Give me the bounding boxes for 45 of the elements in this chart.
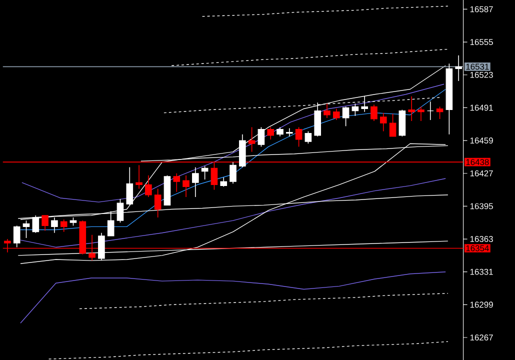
candlestick <box>13 225 20 248</box>
y-tick-label: 16427 <box>470 170 493 176</box>
candlestick <box>324 103 330 118</box>
candlestick <box>220 177 228 188</box>
candlestick <box>173 172 180 192</box>
y-tick-label: 16523 <box>470 72 493 78</box>
candlestick <box>145 174 152 198</box>
candlestick <box>276 126 284 137</box>
ref-line-label: 16438 <box>466 159 489 166</box>
candlestick <box>389 113 396 137</box>
candlestick <box>201 166 208 180</box>
candlestick <box>126 166 134 206</box>
candlestick <box>136 164 142 190</box>
candlestick <box>192 166 199 198</box>
y-tick-label: 16299 <box>470 302 493 308</box>
candlestick <box>182 174 190 198</box>
candlestick <box>258 126 265 148</box>
candlestick <box>418 106 424 122</box>
candlestick <box>380 112 387 132</box>
candlestick <box>436 106 444 120</box>
candlestick <box>352 103 359 116</box>
candlestick <box>304 130 312 144</box>
candlestick <box>342 106 350 127</box>
ref-line-label: 16531 <box>466 64 489 70</box>
y-tick-label: 16363 <box>470 236 493 242</box>
candlestick <box>295 126 302 148</box>
y-tick-label: 16555 <box>470 39 493 46</box>
y-tick-label: 16267 <box>470 334 493 340</box>
y-tick-label: 16331 <box>470 268 493 275</box>
candlestick <box>42 214 48 232</box>
y-tick-label: 16395 <box>470 203 493 210</box>
candlestick <box>248 126 256 152</box>
candlestick <box>286 128 293 137</box>
y-tick-label: 16491 <box>470 104 493 111</box>
candlestick <box>408 96 415 122</box>
candlestick <box>154 188 162 218</box>
y-tick-label: 16587 <box>470 6 493 12</box>
candlestick <box>370 104 378 122</box>
y-tick-label: 16459 <box>470 138 493 144</box>
candlestick <box>230 162 236 184</box>
candlestick <box>333 108 340 120</box>
candlestick <box>426 101 434 120</box>
candlestick <box>60 219 68 232</box>
candlestick <box>267 126 274 140</box>
ref-line-label: 16354 <box>466 245 489 252</box>
